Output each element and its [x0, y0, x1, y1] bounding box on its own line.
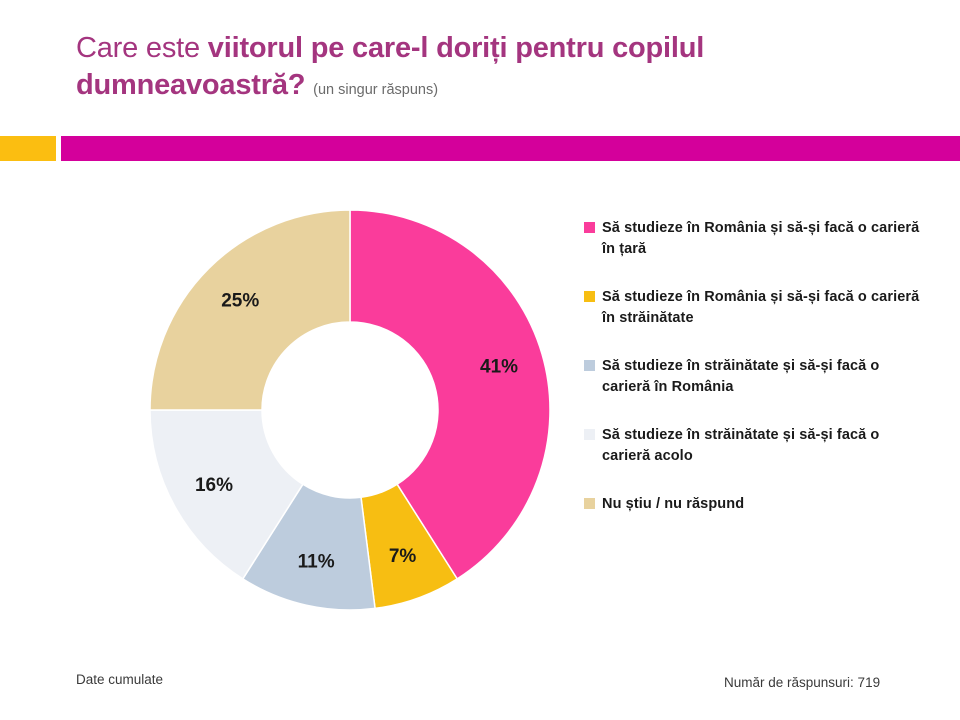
- page-title: Care este viitorul pe care-l doriți pent…: [76, 30, 776, 109]
- legend-swatch-icon: [584, 429, 595, 440]
- donut-slice[interactable]: [149, 209, 351, 411]
- accent-bar-yellow: [0, 136, 56, 161]
- donut-slices: [149, 209, 551, 611]
- legend-item-label: Să studieze în România și să-și facă o c…: [602, 220, 920, 257]
- legend-swatch-icon: [584, 498, 595, 509]
- footer-note-right: Număr de răspunsuri: 719: [724, 675, 881, 690]
- legend-item-label: Să studieze în România și să-și facă o c…: [602, 289, 920, 326]
- donut-slice-label: 11%: [298, 551, 335, 572]
- donut-slice-labels: 41% 7% 11% 16% 25%: [195, 290, 518, 572]
- legend-swatch-icon: [584, 360, 595, 371]
- legend-item[interactable]: Nu știu / nu răspund: [584, 494, 924, 515]
- donut-slice-label: 25%: [221, 290, 259, 311]
- legend-item[interactable]: Să studieze în străinătate și să-și facă…: [584, 425, 924, 467]
- title-block: Care este viitorul pe care-l doriți pent…: [76, 30, 776, 109]
- donut-slice-label: 7%: [389, 546, 417, 567]
- donut-chart: 41% 7% 11% 16% 25%: [148, 208, 552, 612]
- legend-item[interactable]: Să studieze în România și să-și facă o c…: [584, 287, 924, 329]
- page-title-note: (un singur răspuns): [313, 82, 439, 98]
- legend-swatch-icon: [584, 222, 595, 233]
- donut-chart-svg: 41% 7% 11% 16% 25%: [149, 209, 551, 611]
- legend-item[interactable]: Să studieze în România și să-și facă o c…: [584, 218, 924, 260]
- accent-bar-magenta: [61, 136, 960, 161]
- footer-note-left: Date cumulate: [76, 672, 164, 687]
- donut-slice-label: 16%: [195, 475, 233, 496]
- legend-swatch-icon: [584, 291, 595, 302]
- legend-item-label: Să studieze în străinătate și să-și facă…: [602, 358, 880, 395]
- page-title-tail: ?: [287, 69, 306, 101]
- chart-legend: Să studieze în România și să-și facă o c…: [584, 218, 924, 542]
- legend-item[interactable]: Să studieze în străinătate și să-și facă…: [584, 356, 924, 398]
- legend-item-label: Să studieze în străinătate și să-și facă…: [602, 427, 880, 464]
- legend-item-label: Nu știu / nu răspund: [602, 496, 745, 512]
- page-title-emphasis: viitorul pe care-l doriți pentru copilul…: [76, 32, 705, 101]
- donut-slice[interactable]: [149, 409, 304, 580]
- page-title-lead: Care este: [76, 32, 208, 64]
- donut-slice-label: 41%: [480, 357, 518, 378]
- donut-slice[interactable]: [349, 209, 551, 580]
